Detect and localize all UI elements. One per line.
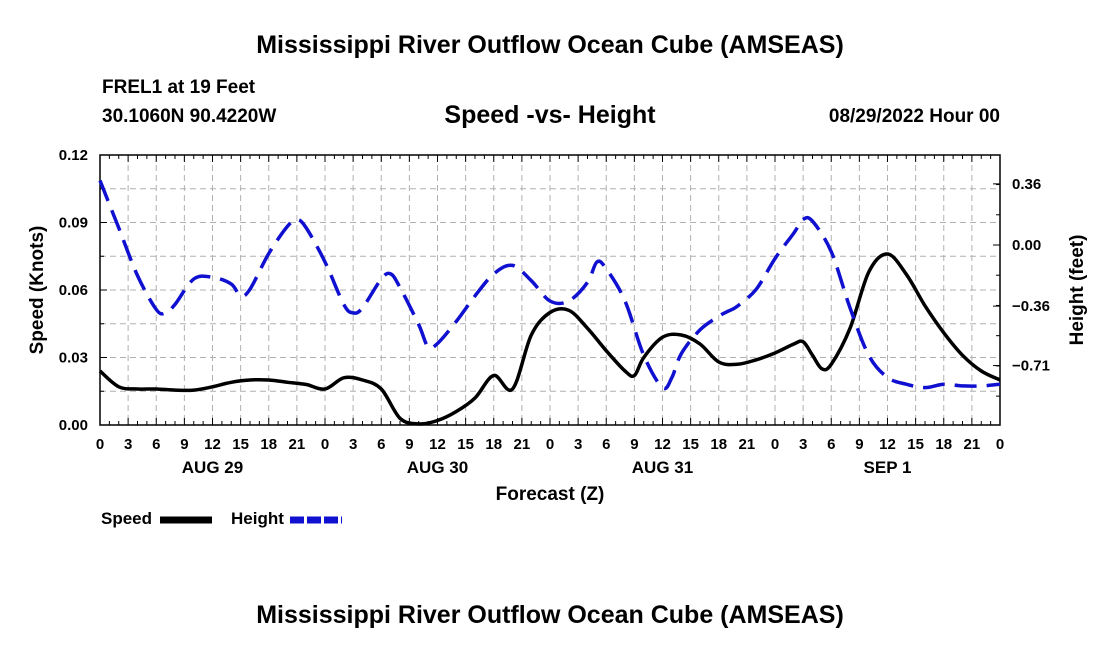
y-tick-label-left: 0.12	[59, 147, 88, 164]
x-tick-label: 12	[654, 436, 671, 453]
x-axis-title: Forecast (Z)	[496, 484, 605, 505]
x-tick-label: 0	[546, 436, 554, 453]
x-tick-label: 18	[485, 436, 502, 453]
x-day-label: SEP 1	[864, 458, 912, 477]
x-tick-label: 0	[771, 436, 779, 453]
x-tick-label: 15	[907, 436, 924, 453]
x-tick-label: 6	[827, 436, 835, 453]
x-tick-label: 15	[232, 436, 249, 453]
x-tick-label: 9	[405, 436, 413, 453]
x-tick-label: 0	[321, 436, 329, 453]
y-tick-label-right: 0.00	[1012, 237, 1041, 254]
station-name: FREL1 at 19 Feet	[102, 77, 256, 98]
x-tick-label: 9	[855, 436, 863, 453]
x-tick-label: 0	[996, 436, 1004, 453]
y-tick-label-right: −0.71	[1012, 358, 1050, 375]
chart-main-title: Mississippi River Outflow Ocean Cube (AM…	[256, 31, 844, 59]
x-tick-label: 18	[710, 436, 727, 453]
x-tick-label: 6	[602, 436, 610, 453]
x-day-label: AUG 31	[632, 458, 693, 477]
x-tick-label: 18	[260, 436, 277, 453]
x-tick-label: 9	[180, 436, 188, 453]
x-tick-label: 6	[377, 436, 385, 453]
legend-speed-label: Speed	[101, 509, 153, 528]
legend-height-label: Height	[231, 509, 284, 528]
run-datestamp: 08/29/2022 Hour 00	[828, 106, 1000, 127]
y-tick-label-right: −0.36	[1012, 298, 1050, 315]
x-tick-label: 9	[630, 436, 638, 453]
x-tick-label: 6	[152, 436, 160, 453]
x-tick-label: 21	[514, 436, 531, 453]
y-axis-title-right: Height (feet)	[1067, 235, 1088, 346]
x-tick-label: 21	[289, 436, 306, 453]
x-day-label: AUG 29	[182, 458, 243, 477]
y-tick-label-right: 0.36	[1012, 176, 1041, 193]
x-day-label: AUG 30	[407, 458, 468, 477]
x-tick-label: 3	[349, 436, 357, 453]
y-tick-label-left: 0.06	[59, 282, 88, 299]
y-tick-label-left: 0.09	[59, 215, 88, 232]
plot-frame	[99, 154, 1001, 426]
x-tick-label: 21	[964, 436, 981, 453]
y-axis-title-left: Speed (Knots)	[27, 226, 48, 355]
chart-subtitle: Speed -vs- Height	[444, 101, 656, 129]
x-tick-label: 3	[799, 436, 807, 453]
x-tick-label: 3	[574, 436, 582, 453]
series-line-height	[98, 179, 1001, 391]
x-tick-label: 3	[124, 436, 132, 453]
x-tick-label: 15	[682, 436, 699, 453]
station-coords: 30.1060N 90.4220W	[102, 106, 277, 127]
y-tick-label-left: 0.00	[59, 417, 88, 434]
x-tick-label: 12	[879, 436, 896, 453]
x-tick-label: 18	[935, 436, 952, 453]
x-tick-label: 0	[96, 436, 104, 453]
footer-title: Mississippi River Outflow Ocean Cube (AM…	[256, 601, 844, 629]
x-tick-label: 15	[457, 436, 474, 453]
y-tick-label-left: 0.03	[59, 350, 88, 367]
series-line-speed	[98, 252, 1001, 426]
x-tick-label: 12	[429, 436, 446, 453]
x-tick-label: 12	[204, 436, 221, 453]
x-tick-label: 21	[739, 436, 756, 453]
